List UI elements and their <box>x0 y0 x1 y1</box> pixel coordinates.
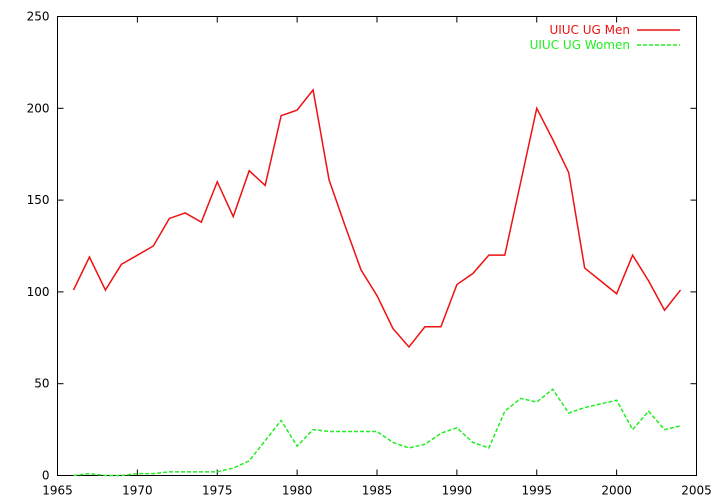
x-tick-label: 2000 <box>601 484 632 498</box>
series-lines <box>72 88 682 477</box>
x-tick-label: 1975 <box>202 484 233 498</box>
x-tick-label: 1995 <box>521 484 552 498</box>
x-tick-label: 1990 <box>442 484 473 498</box>
y-tick-label: 150 <box>27 193 50 207</box>
x-tick-label: 1980 <box>282 484 313 498</box>
legend-label-women: UIUC UG Women <box>530 38 630 52</box>
y-tick-label: 200 <box>27 101 50 115</box>
y-tick-label: 250 <box>27 10 50 24</box>
y-tick-label: 50 <box>34 377 49 391</box>
y-tick-label: 0 <box>42 469 50 483</box>
x-tick-label: 1985 <box>362 484 393 498</box>
x-tick-label: 1970 <box>122 484 153 498</box>
y-tick-label: 100 <box>27 285 50 299</box>
series-line-women <box>73 388 681 477</box>
x-tick-label: 2005 <box>681 484 712 498</box>
legend-label-men: UIUC UG Men <box>549 23 630 37</box>
x-tick-label: 1965 <box>42 484 73 498</box>
series-line-men <box>72 88 682 349</box>
axis-ticks: 1965 1970 1975 1980 1985 1990 1995 2000 2005 0 50 1… <box>27 10 712 498</box>
